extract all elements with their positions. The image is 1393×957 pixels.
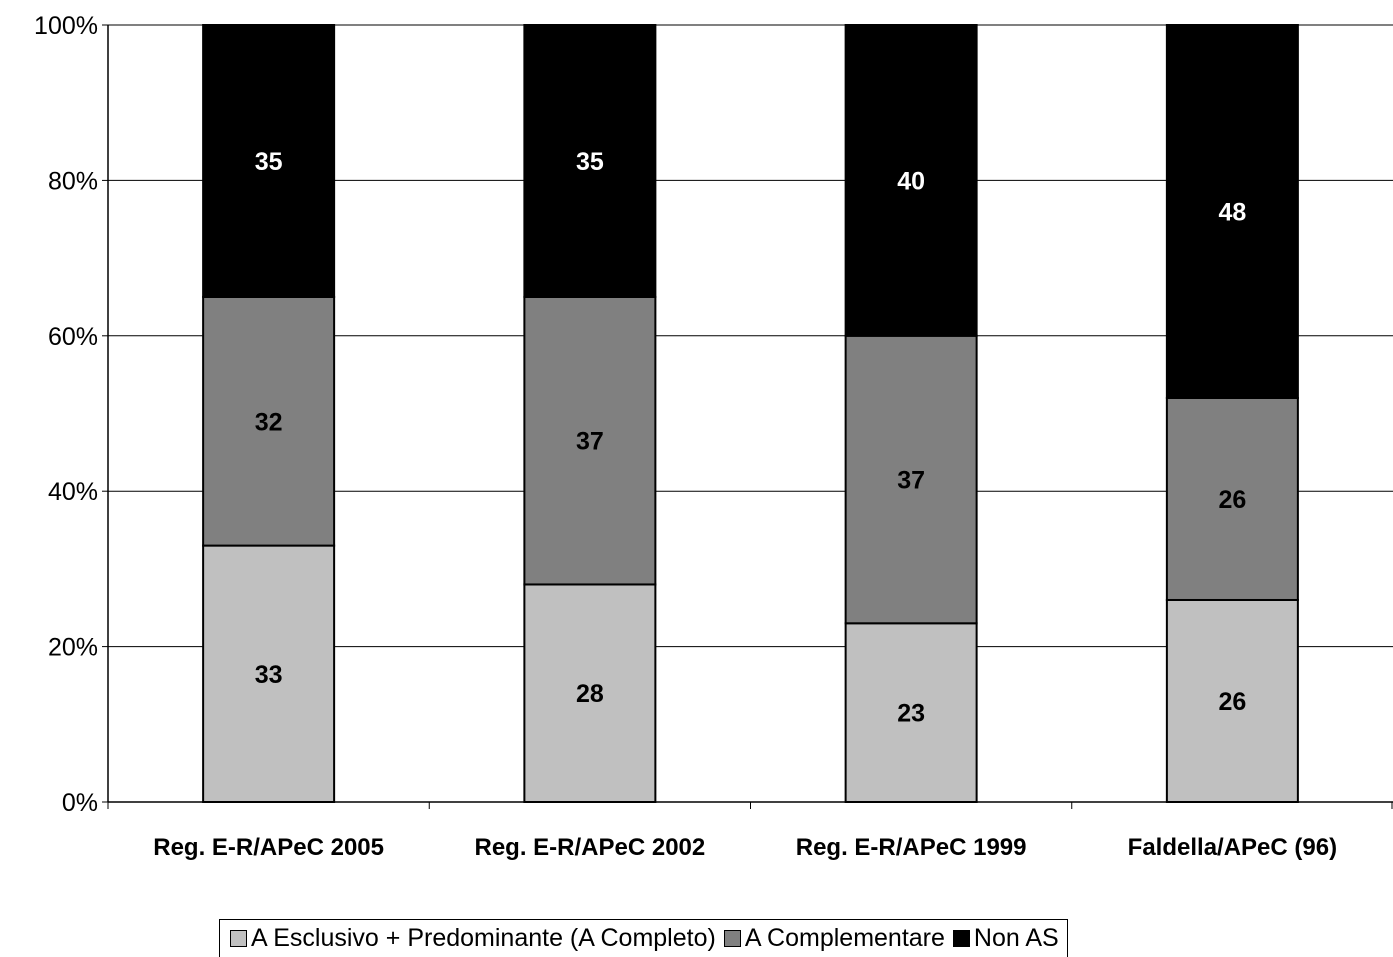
y-tick-label: 100%	[34, 12, 98, 40]
legend-item-a-completo: A Esclusivo + Predominante (A Completo)	[230, 924, 716, 953]
bar-segment	[844, 334, 978, 625]
bar-segment	[523, 24, 657, 298]
bars	[202, 24, 1299, 804]
data-label: 23	[897, 700, 925, 728]
legend-swatch	[952, 930, 970, 947]
x-tick-label: Reg. E-R/APeC 2005	[153, 834, 384, 861]
legend-label: A Esclusivo + Predominante (A Completo)	[251, 924, 716, 952]
data-label: 32	[255, 408, 283, 436]
bar-segment	[1165, 396, 1299, 601]
data-label: 26	[1218, 486, 1246, 514]
legend-item-a-complementare: A Complementare	[723, 924, 945, 953]
bar-segment	[202, 24, 336, 298]
x-tick-label: Reg. E-R/APeC 2002	[474, 834, 705, 861]
legend-swatch	[230, 930, 247, 947]
axes	[102, 24, 1393, 809]
y-tick-label: 60%	[48, 323, 98, 351]
data-label: 33	[255, 661, 283, 689]
x-tick-label: Reg. E-R/APeC 1999	[796, 834, 1027, 861]
y-tick-label: 0%	[62, 789, 98, 817]
legend-item-non-as: Non AS	[952, 924, 1059, 953]
data-label: 28	[576, 680, 604, 708]
labels: 0% 20% 40% 60% 80% 100% 33 32 35 Reg. E-R/APeC 20…	[34, 12, 1337, 861]
bar-segment	[844, 622, 978, 803]
bar-segment	[1165, 598, 1299, 803]
data-label: 35	[255, 148, 283, 176]
bar-segment	[202, 295, 336, 547]
data-label: 40	[897, 167, 925, 195]
legend-swatch	[723, 930, 741, 947]
data-label: 37	[576, 428, 604, 456]
bar-segment	[844, 24, 978, 337]
data-label: 48	[1218, 198, 1246, 226]
y-tick-label: 40%	[48, 478, 98, 506]
y-tick-label: 80%	[48, 167, 98, 195]
bar-segment	[1165, 24, 1299, 399]
data-label: 35	[576, 148, 604, 176]
legend: A Esclusivo + Predominante (A Completo) …	[219, 919, 1068, 957]
x-tick-label: Faldella/APeC (96)	[1128, 834, 1337, 861]
data-label: 26	[1218, 688, 1246, 716]
stacked-bar-chart: 0% 20% 40% 60% 80% 100% 33 32 35 Reg. E-R/APeC 20…	[34, 12, 1393, 861]
bar-segment	[202, 544, 336, 804]
data-label: 37	[897, 467, 925, 495]
legend-label: A Complementare	[744, 924, 945, 952]
y-tick-label: 20%	[48, 634, 98, 662]
legend-label: Non AS	[973, 924, 1059, 952]
